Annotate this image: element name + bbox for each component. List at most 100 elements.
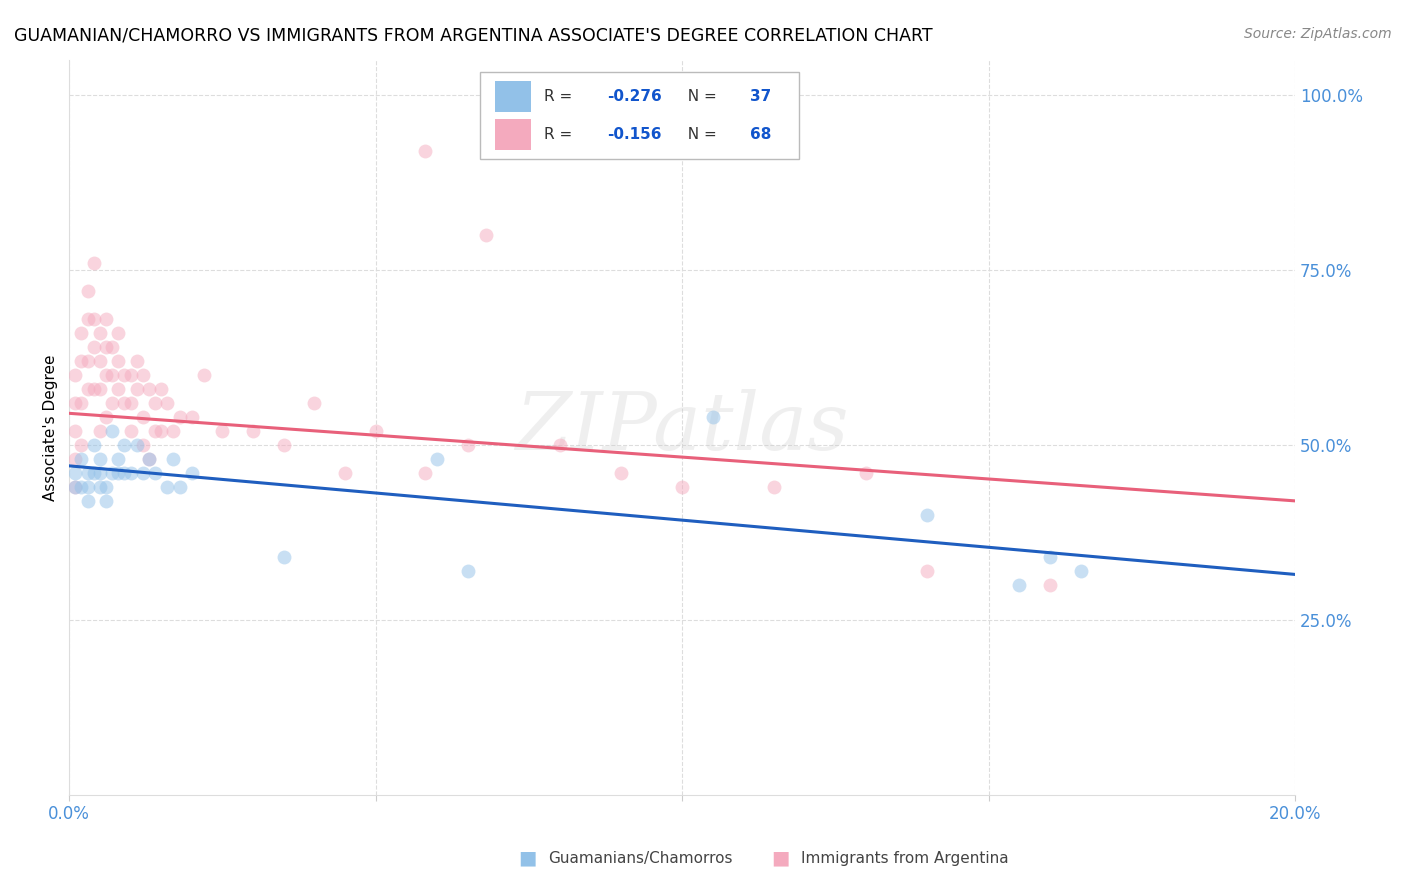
Point: [94, 409, 117, 424]
Point: [76, 311, 98, 326]
Point: [112, 368, 135, 382]
Point: [89, 326, 111, 340]
Text: -0.156: -0.156: [607, 128, 662, 142]
Point: [1039, 549, 1062, 564]
Point: [125, 438, 148, 452]
Point: [94, 368, 117, 382]
Point: [83, 256, 105, 270]
Point: [180, 409, 202, 424]
Point: [107, 451, 129, 466]
Point: [112, 466, 135, 480]
Point: [107, 382, 129, 396]
FancyBboxPatch shape: [495, 81, 531, 112]
Text: GUAMANIAN/CHAMORRO VS IMMIGRANTS FROM ARGENTINA ASSOCIATE'S DEGREE CORRELATION C: GUAMANIAN/CHAMORRO VS IMMIGRANTS FROM AR…: [14, 27, 932, 45]
Point: [1039, 578, 1062, 592]
Point: [83, 340, 105, 354]
Point: [242, 424, 264, 438]
Text: R =: R =: [544, 89, 576, 103]
Point: [65, 396, 87, 410]
Point: [120, 368, 142, 382]
Point: [138, 451, 160, 466]
Point: [180, 466, 202, 480]
Point: [70, 438, 93, 452]
Text: ZIPatlas: ZIPatlas: [516, 389, 849, 467]
Point: [70, 396, 93, 410]
Text: Immigrants from Argentina: Immigrants from Argentina: [801, 851, 1010, 865]
Point: [364, 424, 387, 438]
Point: [112, 438, 135, 452]
Point: [89, 466, 111, 480]
Point: [763, 480, 786, 494]
Point: [89, 424, 111, 438]
Point: [65, 424, 87, 438]
Point: [83, 311, 105, 326]
Point: [76, 353, 98, 368]
Point: [132, 409, 155, 424]
Point: [143, 424, 166, 438]
Text: N =: N =: [679, 128, 723, 142]
Point: [333, 466, 356, 480]
Point: [94, 494, 117, 508]
FancyBboxPatch shape: [479, 72, 799, 159]
Point: [70, 326, 93, 340]
Point: [917, 564, 939, 578]
Point: [101, 424, 124, 438]
Point: [156, 480, 179, 494]
Point: [70, 353, 93, 368]
Point: [65, 368, 87, 382]
Point: [273, 438, 295, 452]
Point: [89, 480, 111, 494]
Point: [610, 466, 633, 480]
Point: [457, 564, 479, 578]
Point: [273, 549, 295, 564]
Text: Guamanians/Chamorros: Guamanians/Chamorros: [548, 851, 733, 865]
Point: [143, 396, 166, 410]
Point: [94, 311, 117, 326]
Text: 68: 68: [749, 128, 770, 142]
Point: [1069, 564, 1091, 578]
Point: [101, 396, 124, 410]
Point: [120, 424, 142, 438]
Point: [70, 480, 93, 494]
Text: -0.276: -0.276: [607, 89, 662, 103]
Point: [211, 424, 233, 438]
Point: [132, 368, 155, 382]
Point: [120, 396, 142, 410]
Point: [83, 438, 105, 452]
Point: [169, 409, 191, 424]
Point: [169, 480, 191, 494]
Point: [150, 424, 173, 438]
Point: [89, 353, 111, 368]
Point: [89, 382, 111, 396]
Point: [143, 466, 166, 480]
Point: [65, 466, 87, 480]
Point: [94, 480, 117, 494]
Point: [101, 368, 124, 382]
Point: [125, 353, 148, 368]
Y-axis label: Associate's Degree: Associate's Degree: [44, 354, 58, 500]
Point: [548, 438, 571, 452]
Text: ■: ■: [770, 848, 790, 868]
Point: [94, 340, 117, 354]
Point: [101, 466, 124, 480]
Point: [156, 396, 179, 410]
Point: [426, 451, 449, 466]
Point: [65, 480, 87, 494]
Text: R =: R =: [544, 128, 576, 142]
Point: [193, 368, 215, 382]
Point: [70, 451, 93, 466]
Point: [83, 466, 105, 480]
Point: [76, 494, 98, 508]
Point: [855, 466, 877, 480]
Point: [162, 424, 184, 438]
Point: [162, 451, 184, 466]
Point: [413, 144, 436, 158]
Point: [671, 480, 693, 494]
Text: ■: ■: [517, 848, 537, 868]
Point: [120, 466, 142, 480]
Point: [76, 480, 98, 494]
Point: [138, 451, 160, 466]
Point: [702, 409, 724, 424]
Point: [1008, 578, 1031, 592]
Point: [65, 451, 87, 466]
